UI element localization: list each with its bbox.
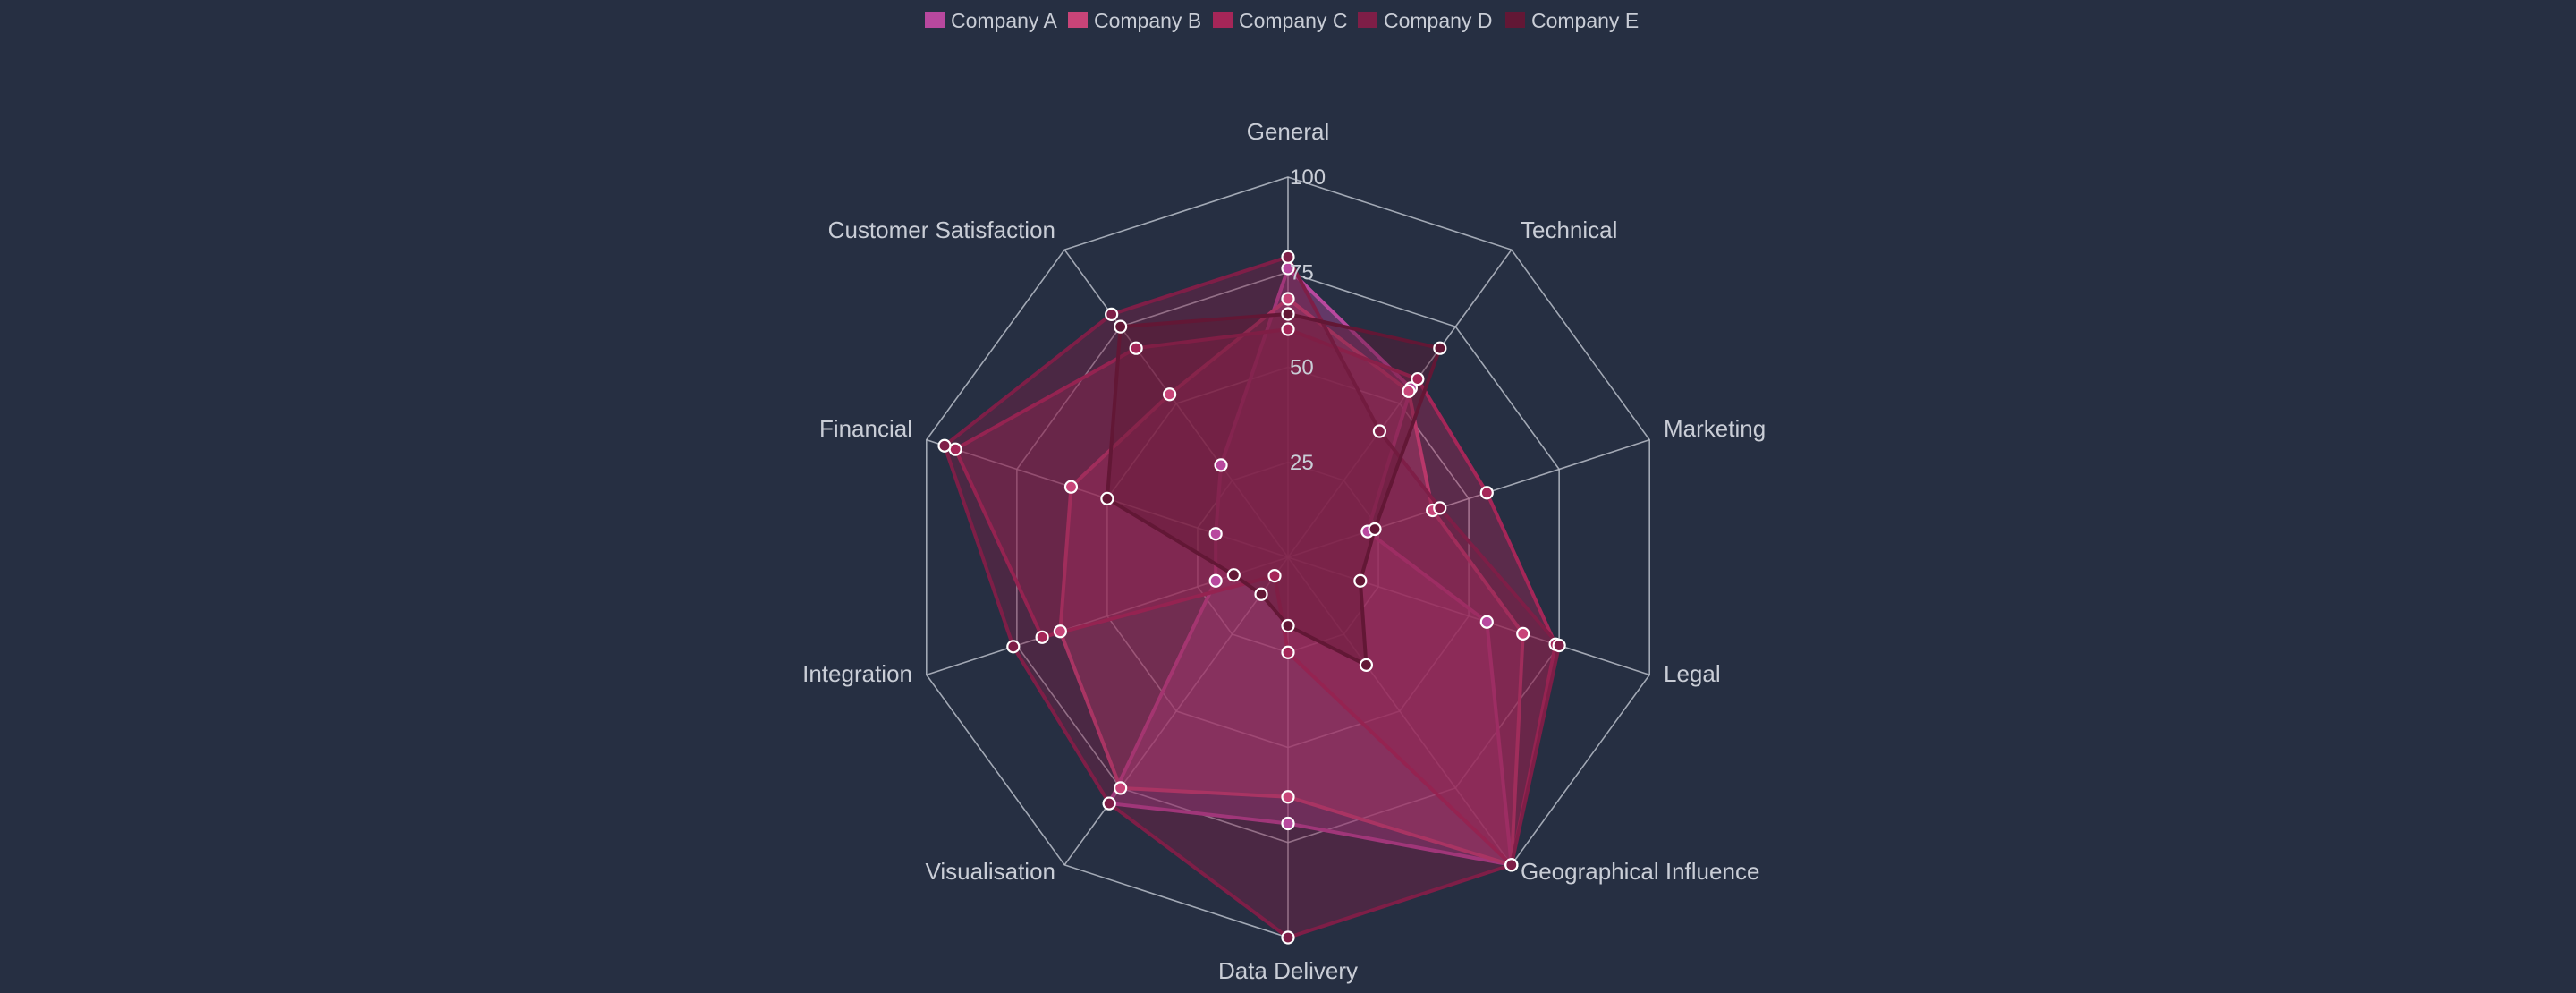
legend: Company A Company B Company C Company D Comp… (925, 9, 1639, 32)
axis-label-financial: Financial (819, 415, 912, 442)
data-point-company-b-data-delivery[interactable] (1281, 790, 1295, 804)
data-point-company-b-integration[interactable] (1053, 624, 1067, 639)
spoke-geographical-influence (1287, 556, 1513, 866)
legend-item-company-d[interactable]: Company D (1358, 9, 1492, 32)
data-point-company-e-legal[interactable] (1353, 573, 1368, 588)
data-point-company-a-data-delivery[interactable] (1281, 816, 1295, 831)
spoke-visualisation (1063, 556, 1289, 866)
tick-label-25: 25 (1290, 451, 1314, 475)
data-point-company-d-data-delivery[interactable] (1281, 930, 1295, 945)
radial-ticks: 25 50 75 100 (1290, 166, 1326, 475)
data-point-company-a-financial[interactable] (1208, 527, 1223, 541)
data-point-company-d-technical[interactable] (1372, 424, 1387, 438)
spoke-marketing (1287, 438, 1650, 558)
data-point-company-a-legal[interactable] (1479, 615, 1494, 629)
data-point-company-e-technical[interactable] (1433, 341, 1447, 355)
axis-label-marketing: Marketing (1664, 415, 1766, 442)
axis-label-legal: Legal (1664, 660, 1721, 687)
legend-item-company-a[interactable]: Company A (925, 9, 1058, 32)
data-point-company-e-geographical-influence[interactable] (1359, 658, 1374, 672)
data-point-company-b-legal[interactable] (1516, 626, 1530, 641)
data-point-company-d-customer-satisfaction[interactable] (1105, 307, 1119, 321)
data-point-company-c-general[interactable] (1281, 322, 1295, 336)
data-point-company-d-financial[interactable] (937, 438, 952, 453)
data-point-company-c-data-delivery[interactable] (1281, 645, 1295, 659)
data-point-company-e-marketing[interactable] (1368, 522, 1382, 537)
tick-label-100: 100 (1290, 166, 1326, 190)
points-layer (937, 250, 1566, 945)
data-point-company-b-visualisation[interactable] (1114, 781, 1128, 795)
legend-label: Company C (1239, 9, 1347, 32)
data-point-company-e-general[interactable] (1281, 307, 1295, 321)
tick-label-50: 50 (1290, 356, 1314, 380)
legend-swatch (925, 12, 945, 28)
data-point-company-e-integration[interactable] (1226, 568, 1241, 582)
data-point-company-d-geographical-influence[interactable] (1504, 858, 1519, 872)
data-point-company-d-general[interactable] (1281, 250, 1295, 264)
legend-label: Company A (951, 9, 1058, 32)
data-point-company-c-marketing[interactable] (1479, 486, 1494, 500)
data-point-company-c-integration[interactable] (1035, 630, 1049, 644)
legend-item-company-c[interactable]: Company C (1213, 9, 1347, 32)
legend-swatch (1068, 12, 1088, 28)
data-point-company-e-customer-satisfaction[interactable] (1114, 319, 1128, 334)
axis-label-general: General (1247, 118, 1330, 145)
data-point-company-d-marketing[interactable] (1433, 501, 1447, 515)
legend-item-company-b[interactable]: Company B (1068, 9, 1201, 32)
axis-label-integration: Integration (802, 660, 912, 687)
data-point-company-b-technical[interactable] (1402, 384, 1416, 398)
data-point-company-c-customer-satisfaction[interactable] (1129, 341, 1143, 355)
legend-label: Company E (1531, 9, 1639, 32)
legend-item-company-e[interactable]: Company E (1505, 9, 1639, 32)
spoke-technical (1287, 249, 1513, 558)
spoke-customer-satisfaction (1063, 249, 1289, 558)
data-point-company-d-visualisation[interactable] (1102, 796, 1116, 811)
axis-labels: General Technical Marketing Legal Geographic… (802, 118, 1766, 984)
data-point-company-e-data-delivery[interactable] (1281, 618, 1295, 633)
data-point-company-a-customer-satisfaction[interactable] (1214, 458, 1228, 472)
data-point-company-d-legal[interactable] (1552, 638, 1566, 653)
data-point-company-d-integration[interactable] (1006, 640, 1021, 654)
data-point-company-a-integration[interactable] (1208, 573, 1223, 588)
axis-label-visualisation: Visualisation (925, 858, 1055, 885)
data-point-company-e-visualisation[interactable] (1254, 587, 1268, 601)
tick-label-75: 75 (1290, 260, 1314, 284)
spoke-legal (1287, 556, 1650, 676)
legend-swatch (1505, 12, 1525, 28)
data-point-company-b-financial[interactable] (1063, 480, 1079, 494)
axis-label-geographical-influence: Geographical Influence (1521, 858, 1759, 885)
data-point-company-e-financial[interactable] (1100, 491, 1114, 505)
series-layer (943, 255, 1562, 939)
axis-label-technical: Technical (1521, 216, 1617, 243)
data-point-company-b-customer-satisfaction[interactable] (1163, 387, 1177, 402)
legend-swatch (1358, 12, 1377, 28)
axis-label-data-delivery: Data Delivery (1218, 957, 1358, 984)
data-point-company-c-financial[interactable] (948, 442, 962, 456)
legend-swatch (1213, 12, 1233, 28)
axis-label-customer-satisfaction: Customer Satisfaction (828, 216, 1055, 243)
data-point-company-c-visualisation[interactable] (1267, 569, 1282, 583)
data-point-company-c-technical[interactable] (1411, 371, 1425, 386)
legend-label: Company D (1384, 9, 1492, 32)
data-point-company-b-general[interactable] (1281, 292, 1295, 306)
legend-label: Company B (1094, 9, 1201, 32)
